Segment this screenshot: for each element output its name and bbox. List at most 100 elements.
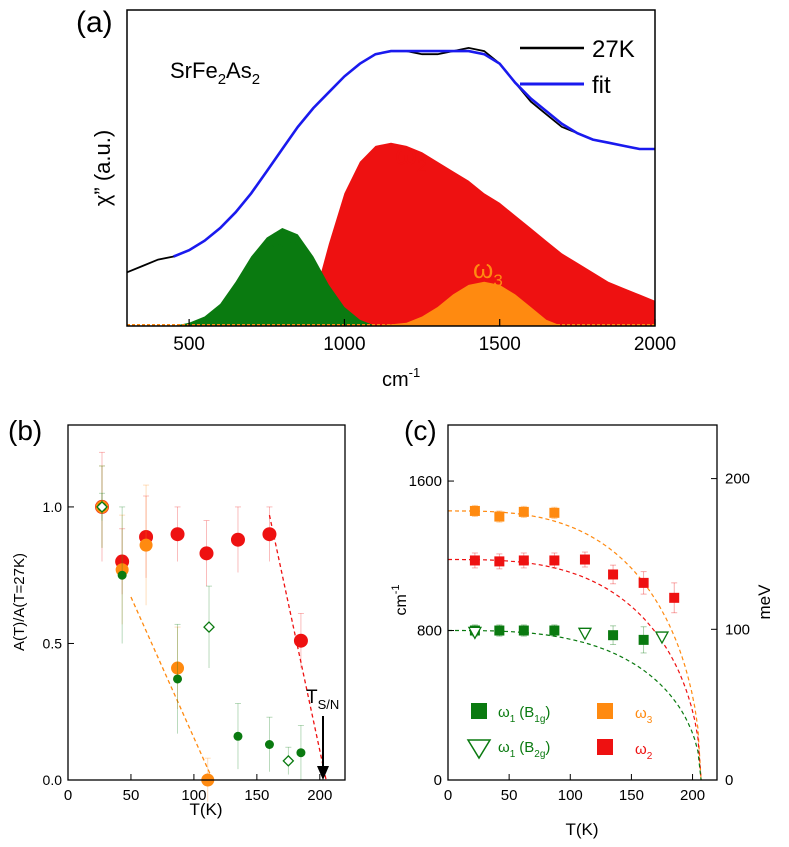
panel-b: (b) 0 50 100 150 200 0.0 0.5 1.0 T(K) A(T)/A(T=… [8,415,346,819]
b-point-omega2 [293,633,308,648]
c-ytick-label: 1600 [409,473,442,490]
b-xtick-label: 50 [123,787,140,804]
b-point-omega1B2g [203,621,215,633]
legend-w3-marker [597,703,613,719]
c-point-omega1B2g [654,631,670,645]
panel-a-frame [126,9,656,327]
c-guide-green [448,629,702,781]
b-point-omega1B2g [282,754,295,767]
c-point-omega2 [469,555,480,566]
b-point-omega2 [230,532,245,547]
panel-c-ticks: 0 50 100 150 200 0 800 1600 0 100 200 [409,471,750,804]
area-omega3 [375,281,562,326]
panel-a-lines [126,46,655,274]
panel-c-ylabel-left: cm-1 [390,584,410,615]
c-point-omega3 [494,511,505,522]
panel-b-points [94,451,308,802]
compound-label: SrFe2As2 [170,58,260,88]
b-ytick-label: 0.0 [43,772,63,788]
c-point-omega2 [494,556,505,567]
c-point-omega3 [518,506,529,517]
panel-a-areas [127,142,655,326]
tsn-arrow-head [317,766,329,780]
c-point-omega1B1g [518,625,529,636]
c-point-omega2 [549,555,560,566]
legend-w3-label: ω3 [635,705,653,726]
c-point-omega2 [608,569,619,580]
c-point-omega1B2g [467,626,482,640]
b-point-omega2 [170,527,185,542]
c-point-omega2 [518,555,529,566]
b-point-omega1B2g [96,501,108,513]
panel-a-ylabel: χ” (a.u.) [90,130,115,206]
panel-c: (c) 0 50 100 150 200 0 800 1600 0 100 200 T(K) cm-… [390,415,774,839]
panel-c-label: (c) [404,415,437,446]
line-fit [173,49,655,258]
b-xtick-label: 150 [244,787,269,804]
c-ytick-label: 800 [417,623,442,640]
c-point-omega3 [469,505,480,516]
b-point-omega3 [171,661,185,675]
area-omega1 [173,228,376,326]
panel-c-points [467,504,680,654]
c-ytick-label: 0 [434,772,442,789]
a-xtick-label: 1000 [323,334,365,355]
panel-a: (a) 500 1000 1500 2000 cm-1 χ” (a.u.) SrFe2… [76,6,676,391]
legend-27k-label: 27K [592,36,635,63]
panel-a-label: (a) [76,6,113,39]
c-ytick-right-label: 0 [725,772,733,789]
b-xtick-label: 100 [181,787,206,804]
c-ytick-right-label: 200 [725,471,750,488]
c-point-omega1B1g [608,630,619,641]
legend-w1b2g-label: ω1 (B2g) [498,739,550,760]
c-xtick-label: 0 [444,787,452,804]
b-point-omega1B1g [173,674,183,684]
panel-b-guides [130,514,327,781]
c-xtick-label: 50 [501,787,518,804]
panel-a-xlabel: cm-1 [382,365,420,391]
legend-fit-label: fit [592,72,611,99]
legend-w1b1g-label: ω1 (B1g) [498,704,550,725]
c-xtick-label: 200 [680,787,705,804]
omega2-label: ω2 [395,139,427,176]
c-ytick-right-label: 100 [725,621,750,638]
c-point-omega2 [579,554,590,565]
c-xtick-label: 150 [619,787,644,804]
b-guide-red [268,514,327,781]
b-guide-orange [130,596,214,781]
panel-c-ylabel-right: meV [755,584,774,620]
legend-w2-marker [597,739,613,755]
panel-b-frame [67,424,346,781]
panel-c-frame [447,424,718,781]
b-point-omega3 [139,538,153,552]
b-point-omega1B1g [233,731,243,741]
omega1-label: ω1 [270,222,302,259]
a-xtick-label: 1500 [479,334,521,355]
tsn-label: TS/N [306,687,339,712]
panel-b-xlabel: T(K) [189,800,222,819]
c-guide-red [448,558,702,781]
panel-b-label: (b) [8,415,42,446]
a-xtick-label: 500 [173,334,205,355]
c-point-omega1B1g [494,625,505,636]
legend-w1b1g-marker [471,703,487,719]
legend-w2-label: ω2 [635,741,653,762]
c-point-omega2 [669,592,680,603]
b-point-omega2 [199,546,214,561]
b-point-omega1B1g [264,740,274,749]
c-xtick-label: 100 [558,787,583,804]
c-point-omega1B1g [638,634,649,645]
panel-a-xticks: 500 1000 1500 2000 [173,319,676,355]
b-ytick-label: 0.5 [43,635,63,651]
panel-b-ticks: 0 50 100 150 200 0.0 0.5 1.0 [43,499,333,804]
a-xtick-label: 2000 [634,334,676,355]
area-omega2 [307,142,655,326]
panel-c-xlabel: T(K) [565,820,598,839]
c-point-omega1B1g [549,625,560,636]
c-guide-orange [448,510,702,781]
b-xtick-label: 200 [307,787,332,804]
b-xtick-label: 0 [64,787,72,804]
panel-c-guides [448,510,702,781]
c-point-omega2 [638,577,649,588]
